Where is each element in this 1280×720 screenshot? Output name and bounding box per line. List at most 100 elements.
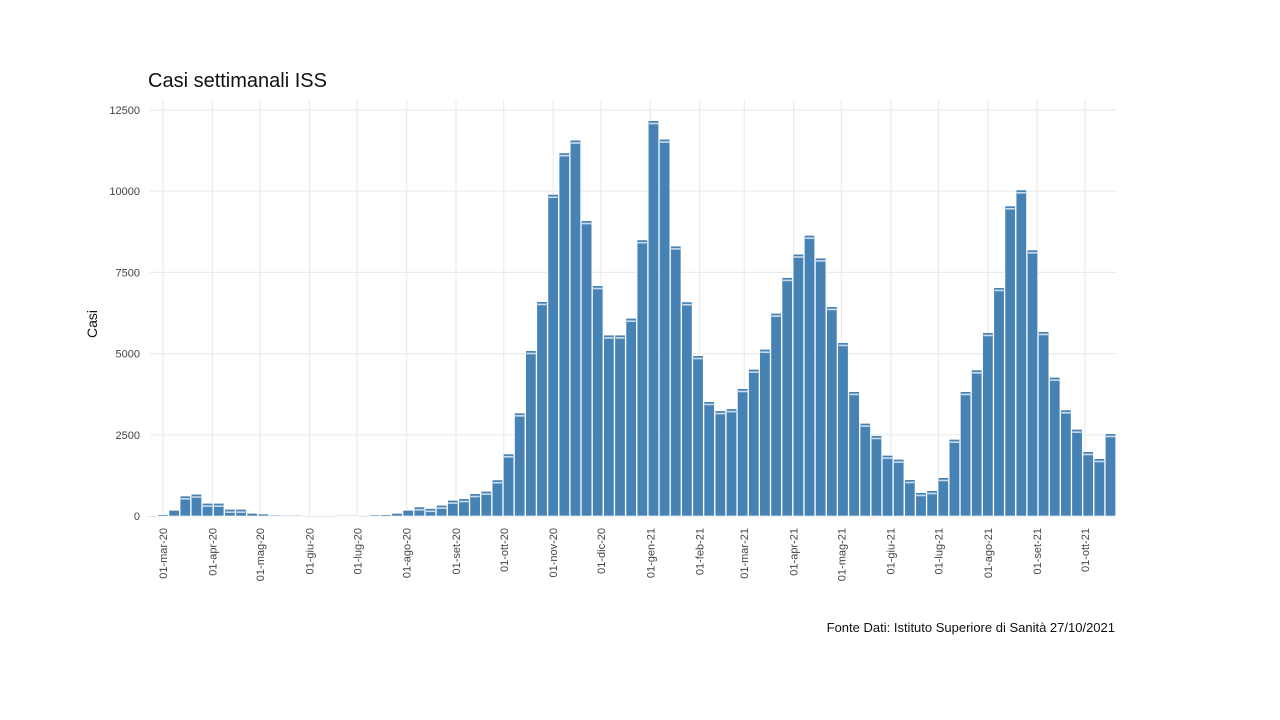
bar-data-label	[827, 308, 837, 311]
bar-data-label	[191, 496, 202, 498]
x-tick-label: 01-gen-21	[645, 528, 657, 578]
bar	[1104, 433, 1116, 517]
bar	[369, 514, 381, 517]
bar	[536, 301, 548, 517]
y-tick-label: 0	[134, 511, 140, 523]
bar	[603, 334, 615, 517]
bar-data-label	[715, 412, 725, 415]
bar-data-label	[225, 511, 235, 513]
bar	[480, 491, 492, 517]
bar	[313, 515, 325, 517]
bar	[647, 120, 659, 517]
bar	[168, 510, 180, 517]
bar	[302, 515, 314, 517]
bar	[179, 495, 191, 517]
bar-data-label	[916, 494, 926, 497]
bar-data-label	[548, 196, 558, 199]
bar-data-label	[1083, 453, 1093, 456]
bar	[569, 139, 581, 517]
bar-data-label	[860, 425, 870, 427]
x-tick-label: 01-dic-20	[596, 528, 608, 574]
bar	[1026, 249, 1038, 517]
bar	[503, 453, 515, 517]
x-tick-label: 01-feb-21	[695, 528, 707, 575]
bar-data-label	[994, 289, 1004, 292]
x-tick-label: 01-ott-20	[499, 528, 511, 572]
x-tick-label: 01-mag-20	[255, 528, 267, 581]
x-tick-label: 01-ago-20	[402, 528, 414, 578]
bar-data-label	[949, 441, 960, 443]
x-tick-label: 01-lug-20	[352, 528, 364, 574]
bar	[425, 508, 437, 517]
bar	[1049, 377, 1061, 517]
bar-data-label	[459, 500, 469, 503]
bar	[202, 503, 214, 517]
bar	[268, 514, 280, 517]
bar	[737, 388, 749, 517]
bar	[547, 194, 559, 517]
bar	[190, 493, 202, 517]
bar	[781, 277, 793, 517]
bar-data-label	[593, 287, 603, 290]
bar	[759, 349, 771, 517]
y-tick-label: 12500	[109, 105, 140, 117]
bar-data-label	[1050, 379, 1060, 381]
bar	[826, 306, 838, 517]
x-tick-label: 01-apr-20	[207, 528, 219, 576]
bar	[1093, 458, 1105, 517]
x-tick-label: 01-mar-21	[739, 528, 751, 579]
y-tick-label: 10000	[109, 186, 140, 198]
bar	[402, 510, 414, 517]
bar-data-label	[570, 142, 581, 144]
bar-data-label	[1105, 435, 1116, 438]
x-tick-label: 01-apr-21	[789, 528, 801, 576]
bar	[792, 253, 804, 517]
bar-data-label	[481, 493, 491, 495]
bar-data-label	[660, 141, 670, 143]
bar	[246, 513, 258, 517]
bar-data-label	[793, 256, 803, 258]
bar	[770, 313, 782, 517]
bar	[960, 391, 972, 517]
bar-data-label	[214, 505, 224, 507]
bar-data-label	[849, 393, 859, 396]
bar	[703, 401, 715, 517]
bar	[1060, 409, 1072, 517]
bar	[937, 477, 949, 517]
x-tick-label: 01-giu-21	[886, 528, 898, 574]
bar-data-label	[960, 393, 971, 396]
x-tick-label: 01-mar-20	[158, 528, 170, 579]
bar	[915, 492, 927, 517]
bar	[1038, 331, 1050, 517]
bar-data-label	[983, 334, 993, 337]
bar	[1015, 189, 1027, 517]
bar	[714, 410, 726, 517]
bar-data-label	[492, 481, 503, 484]
bar-data-label	[180, 498, 190, 500]
bar	[804, 235, 816, 517]
bar-data-label	[1038, 333, 1049, 336]
x-tick-label: 01-lug-21	[933, 528, 945, 574]
bar-data-label	[626, 320, 636, 322]
bar-data-label	[425, 510, 436, 513]
x-tick-label: 01-ott-21	[1080, 528, 1092, 572]
y-tick-label: 7500	[116, 267, 140, 279]
bar	[748, 369, 760, 517]
bar-data-label	[804, 237, 815, 239]
bar	[893, 459, 905, 517]
bar	[848, 391, 860, 517]
x-tick-label: 01-ago-21	[983, 528, 995, 578]
bar-data-label	[905, 481, 915, 484]
bar-data-label	[537, 303, 547, 306]
bar	[469, 493, 481, 517]
bar-data-label	[1072, 431, 1082, 433]
bar	[157, 514, 169, 517]
bar	[1082, 451, 1094, 517]
bar	[280, 514, 292, 517]
bar	[614, 334, 626, 517]
bar	[870, 435, 882, 517]
bar	[525, 350, 537, 517]
bar-data-label	[782, 279, 792, 282]
x-tick-label: 01-nov-20	[548, 528, 560, 578]
bar	[213, 503, 225, 517]
